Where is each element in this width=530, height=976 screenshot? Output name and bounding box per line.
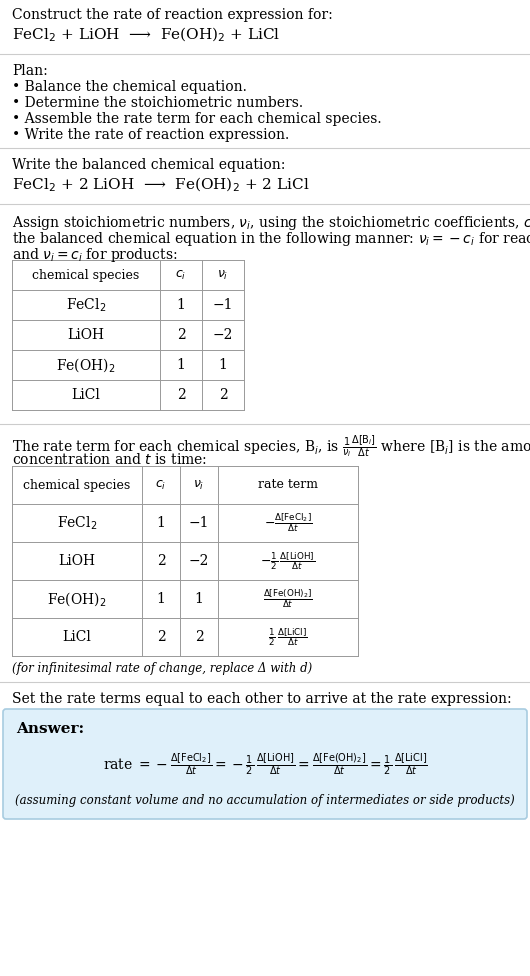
Text: chemical species: chemical species — [23, 478, 130, 492]
Text: $-\frac{1}{2}\,\frac{\Delta[\mathrm{LiOH}]}{\Delta t}$: $-\frac{1}{2}\,\frac{\Delta[\mathrm{LiOH… — [260, 550, 315, 572]
Text: Fe(OH)$_2$: Fe(OH)$_2$ — [56, 356, 116, 374]
Text: • Balance the chemical equation.: • Balance the chemical equation. — [12, 80, 247, 94]
Text: FeCl$_2$ + LiOH  ⟶  Fe(OH)$_2$ + LiCl: FeCl$_2$ + LiOH ⟶ Fe(OH)$_2$ + LiCl — [12, 26, 280, 44]
Text: −2: −2 — [213, 328, 233, 342]
Text: −1: −1 — [189, 516, 209, 530]
Text: FeCl$_2$: FeCl$_2$ — [66, 297, 106, 313]
Text: LiCl: LiCl — [72, 388, 101, 402]
Text: LiCl: LiCl — [63, 630, 92, 644]
Text: The rate term for each chemical species, B$_i$, is $\frac{1}{\nu_i}\frac{\Delta[: The rate term for each chemical species,… — [12, 434, 530, 460]
Text: • Write the rate of reaction expression.: • Write the rate of reaction expression. — [12, 128, 289, 142]
Text: • Assemble the rate term for each chemical species.: • Assemble the rate term for each chemic… — [12, 112, 382, 126]
Text: −2: −2 — [189, 554, 209, 568]
Text: 1: 1 — [156, 592, 165, 606]
Text: 2: 2 — [176, 388, 186, 402]
Text: LiOH: LiOH — [58, 554, 95, 568]
Text: $\nu_i$: $\nu_i$ — [217, 268, 228, 281]
Text: (for infinitesimal rate of change, replace Δ with d): (for infinitesimal rate of change, repla… — [12, 662, 312, 675]
Text: Write the balanced chemical equation:: Write the balanced chemical equation: — [12, 158, 285, 172]
Text: 1: 1 — [195, 592, 204, 606]
Text: Fe(OH)$_2$: Fe(OH)$_2$ — [47, 590, 107, 608]
Text: FeCl$_2$ + 2 LiOH  ⟶  Fe(OH)$_2$ + 2 LiCl: FeCl$_2$ + 2 LiOH ⟶ Fe(OH)$_2$ + 2 LiCl — [12, 176, 310, 194]
Text: 1: 1 — [218, 358, 227, 372]
Text: Assign stoichiometric numbers, $\nu_i$, using the stoichiometric coefficients, $: Assign stoichiometric numbers, $\nu_i$, … — [12, 214, 530, 232]
Text: $-\frac{\Delta[\mathrm{FeCl_2}]}{\Delta t}$: $-\frac{\Delta[\mathrm{FeCl_2}]}{\Delta … — [264, 511, 312, 534]
Text: and $\nu_i = c_i$ for products:: and $\nu_i = c_i$ for products: — [12, 246, 178, 264]
Text: 2: 2 — [218, 388, 227, 402]
Text: $c_i$: $c_i$ — [175, 268, 187, 281]
Text: concentration and $t$ is time:: concentration and $t$ is time: — [12, 452, 207, 467]
Text: −1: −1 — [213, 298, 233, 312]
Text: 1: 1 — [156, 516, 165, 530]
Text: 2: 2 — [176, 328, 186, 342]
Text: $\frac{1}{2}\,\frac{\Delta[\mathrm{LiCl}]}{\Delta t}$: $\frac{1}{2}\,\frac{\Delta[\mathrm{LiCl}… — [268, 626, 308, 648]
Text: Construct the rate of reaction expression for:: Construct the rate of reaction expressio… — [12, 8, 333, 22]
Text: $\frac{\Delta[\mathrm{Fe(OH)_2}]}{\Delta t}$: $\frac{\Delta[\mathrm{Fe(OH)_2}]}{\Delta… — [263, 588, 313, 610]
FancyBboxPatch shape — [3, 709, 527, 819]
Text: 2: 2 — [157, 554, 165, 568]
Text: 1: 1 — [176, 298, 186, 312]
Text: $\nu_i$: $\nu_i$ — [193, 478, 205, 492]
Text: 1: 1 — [176, 358, 186, 372]
Text: rate $= -\frac{\Delta[\mathrm{FeCl_2}]}{\Delta t} = -\frac{1}{2}\,\frac{\Delta[\: rate $= -\frac{\Delta[\mathrm{FeCl_2}]}{… — [102, 752, 428, 777]
Text: chemical species: chemical species — [32, 268, 139, 281]
Text: the balanced chemical equation in the following manner: $\nu_i = -c_i$ for react: the balanced chemical equation in the fo… — [12, 230, 530, 248]
Text: Set the rate terms equal to each other to arrive at the rate expression:: Set the rate terms equal to each other t… — [12, 692, 511, 706]
Text: LiOH: LiOH — [67, 328, 104, 342]
Text: FeCl$_2$: FeCl$_2$ — [57, 514, 97, 532]
Text: 2: 2 — [157, 630, 165, 644]
Text: 2: 2 — [195, 630, 204, 644]
Text: Plan:: Plan: — [12, 64, 48, 78]
Text: Answer:: Answer: — [16, 722, 84, 736]
Text: $c_i$: $c_i$ — [155, 478, 166, 492]
Text: • Determine the stoichiometric numbers.: • Determine the stoichiometric numbers. — [12, 96, 303, 110]
Text: rate term: rate term — [258, 478, 318, 492]
Text: (assuming constant volume and no accumulation of intermediates or side products): (assuming constant volume and no accumul… — [15, 794, 515, 807]
